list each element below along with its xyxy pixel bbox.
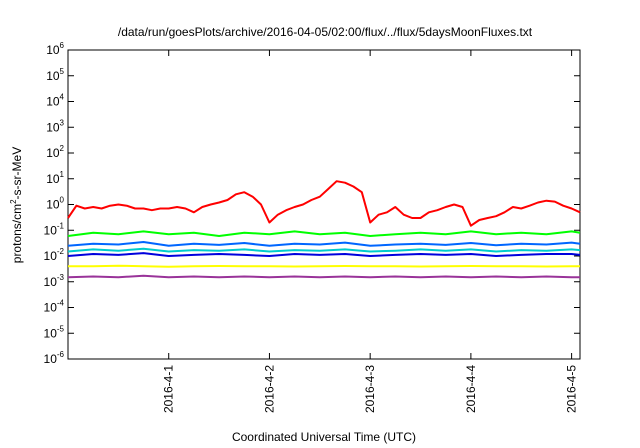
plot-frame	[67, 49, 581, 360]
y-axis-title-rest: -s-sr-MeV	[10, 147, 24, 200]
y-tick-label: 10-1	[44, 221, 65, 237]
x-axis: 2016-4-1 2016-4-2 2016-4-3 2016-4-4 2016-4-5	[162, 50, 579, 413]
series-line-6	[68, 264, 580, 268]
series-line-4	[67, 247, 581, 253]
x-tick-label: 2016-4-2	[262, 365, 276, 413]
chart-title: /data/run/goesPlots/archive/2016-04-05/0…	[118, 25, 533, 39]
y-tick-label: 100	[46, 196, 64, 212]
y-tick-label: 10-3	[44, 273, 65, 289]
x-tick-label: 2016-4-4	[464, 365, 478, 413]
y-tick-label: 106	[46, 41, 64, 57]
y-axis-title-sup: 2	[9, 199, 18, 204]
y-tick-label: 104	[46, 93, 64, 109]
y-tick-label: 10-4	[44, 299, 65, 315]
x-tick-label: 2016-4-1	[162, 365, 176, 413]
y-tick-label: 10-6	[44, 350, 65, 366]
series-line-5	[67, 252, 581, 257]
x-tick-label: 2016-4-5	[565, 365, 579, 413]
y-axis-title: protons/cm2-s-sr-MeV	[9, 147, 24, 263]
series-line-2	[67, 230, 581, 237]
y-tick-label: 101	[46, 170, 64, 186]
y-axis-title-base: protons/cm	[10, 204, 24, 263]
y-tick-label: 102	[46, 144, 64, 160]
x-tick-label: 2016-4-3	[363, 365, 377, 413]
x-axis-title: Coordinated Universal Time (UTC)	[232, 430, 416, 444]
y-tick-label: 10-5	[44, 324, 65, 340]
y-tick-label: 105	[46, 67, 64, 83]
series-line-3	[67, 241, 581, 247]
series-line-7	[67, 274, 580, 279]
y-axis: 10-6 10-5 10-4 10-3 10-2 10-1 100 101 102 103 104 1…	[44, 41, 580, 366]
series-layer	[67, 180, 581, 279]
y-tick-label: 10-2	[44, 247, 65, 263]
series-line-1	[67, 180, 581, 227]
y-tick-label: 103	[46, 118, 64, 134]
